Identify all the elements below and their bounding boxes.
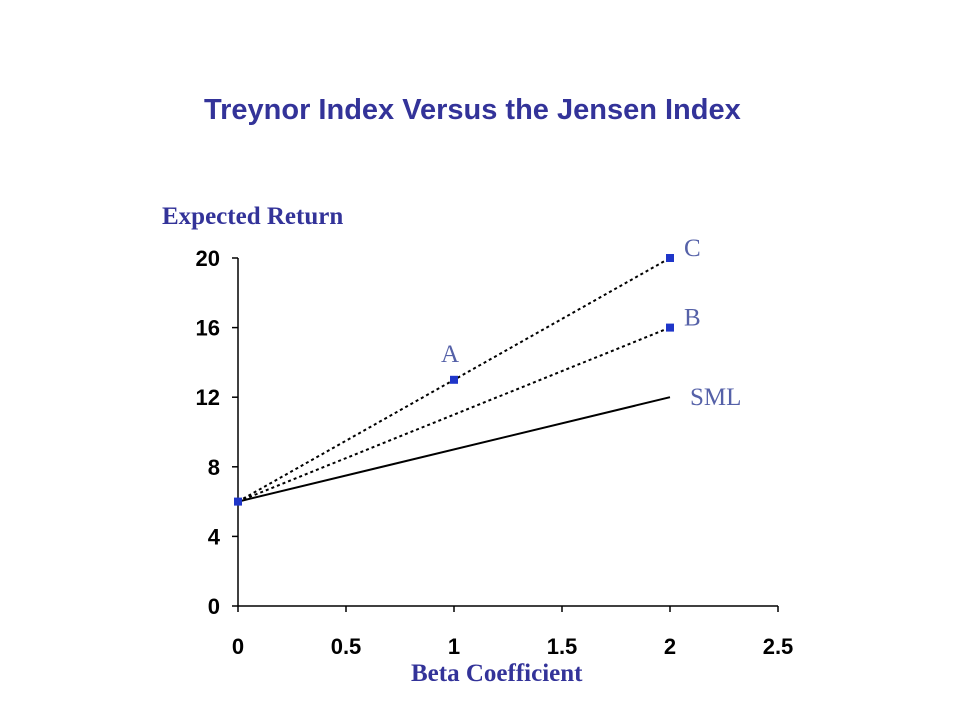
y-tick-label: 8 (208, 455, 220, 480)
sml-line (237, 396, 671, 503)
x-tick-label: 1.5 (547, 634, 578, 659)
y-axis-label: Expected Return (162, 203, 344, 230)
point-b (666, 323, 674, 332)
point-c (666, 254, 674, 262)
y-tick-label: 0 (208, 594, 220, 619)
point-origin (234, 497, 242, 506)
point-label-c: C (684, 235, 701, 262)
x-axis-label: Beta Coefficient (411, 660, 583, 687)
data-points (234, 254, 674, 506)
y-tick-label: 4 (208, 524, 221, 549)
point-a (450, 375, 458, 384)
x-tick-label: 1 (448, 634, 460, 659)
y-tick-label: 12 (196, 385, 220, 410)
x-tick-label: 2 (664, 634, 676, 659)
series-lines: SML (237, 257, 741, 503)
point-labels: A B C (441, 235, 701, 368)
point-label-a: A (441, 341, 459, 368)
x-tick-label: 0 (232, 634, 244, 659)
x-tick-label: 2.5 (763, 634, 794, 659)
y-tick-label: 20 (196, 246, 220, 271)
point-label-b: B (684, 305, 701, 332)
axes: 0 4 8 12 16 20 0 0.5 1 1.5 2 2.5 (196, 246, 794, 659)
y-tick-label: 16 (196, 316, 220, 341)
x-tick-label: 0.5 (331, 634, 362, 659)
sml-label: SML (690, 384, 741, 411)
chart-title: Treynor Index Versus the Jensen Index (204, 94, 741, 126)
